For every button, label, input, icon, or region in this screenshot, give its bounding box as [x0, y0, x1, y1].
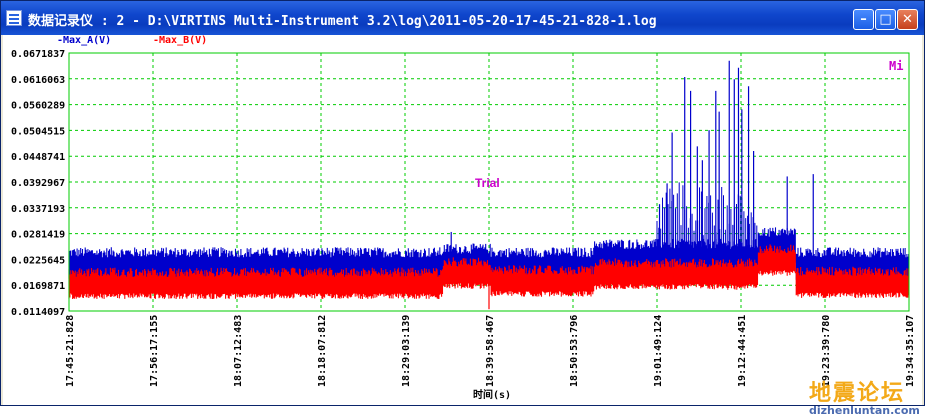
x-tick-label: 18:29:03:139 — [401, 315, 412, 387]
y-tick-label: 0.0337193 — [11, 204, 65, 215]
y-tick-label: 0.0504515 — [11, 126, 65, 137]
close-button[interactable]: ✕ — [897, 9, 918, 30]
chart-area[interactable]: -Max_A(V) -Max_B(V) 0.0671837 0.0616063 0.… — [3, 35, 922, 417]
x-axis-label: 时间(s) — [473, 388, 511, 401]
series-a-burst — [656, 182, 758, 255]
x-tick-label: 18:50:53:796 — [569, 315, 580, 387]
title-bar[interactable]: 数据记录仪 : 2 - D:\VIRTINS Multi-Instrument … — [1, 1, 924, 35]
y-tick-label: 0.0281419 — [11, 230, 65, 241]
chart-svg: 0.0671837 0.0616063 0.0560289 0.0504515 0.04… — [11, 49, 916, 401]
y-tick-label: 0.0560289 — [11, 101, 65, 112]
x-tick-label: 18:18:07:812 — [317, 315, 328, 387]
y-tick-label: 0.0671837 — [11, 49, 65, 60]
x-tick-label: 18:07:12:483 — [233, 315, 244, 387]
y-tick-label: 0.0225645 — [11, 255, 65, 266]
y-tick-label: 0.0392967 — [11, 178, 65, 189]
legend-series-b: -Max_B(V) — [153, 35, 208, 46]
plot-frame — [68, 52, 910, 312]
trial-annotation: Trial — [475, 176, 500, 190]
legend-series-a: -Max_A(V) — [57, 35, 112, 46]
corner-label: Mi — [889, 59, 903, 73]
app-chart-icon[interactable] — [6, 10, 22, 26]
y-tick-label: 0.0448741 — [11, 152, 65, 163]
x-tick-label: 17:45:21:828 — [65, 315, 76, 387]
window-title: 数据记录仪 : 2 - D:\VIRTINS Multi-Instrument … — [28, 14, 657, 29]
x-tick-label: 19:12:44:451 — [737, 315, 748, 387]
x-tick-label: 19:01:49:124 — [653, 315, 664, 387]
x-tick-label: 18:39:58:467 — [485, 315, 496, 387]
x-tick-label: 19:34:35:107 — [905, 315, 916, 387]
x-tick-label: 17:56:17:155 — [149, 315, 160, 387]
maximize-button[interactable]: □ — [875, 9, 896, 30]
y-tick-label: 0.0169871 — [11, 281, 65, 292]
y-tick-label: 0.0616063 — [11, 75, 65, 86]
x-tick-label: 19:23:39:780 — [821, 315, 832, 387]
watermark-logo-text: 地震论坛 — [809, 380, 906, 406]
y-tick-label: 0.0114097 — [11, 307, 65, 318]
minimize-button[interactable]: – — [853, 9, 874, 30]
